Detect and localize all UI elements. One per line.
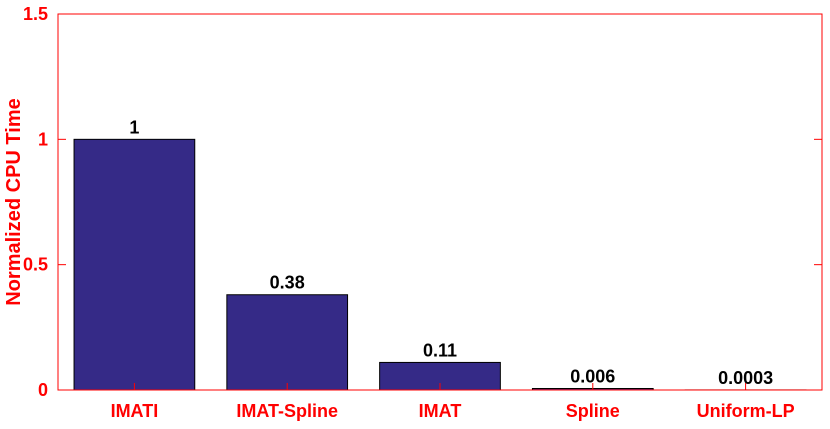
bar-imat-spline [226, 294, 349, 391]
y-tick-label: 0 [38, 380, 48, 400]
y-axis-ticks: 0 0.5 1 1.5 [23, 4, 822, 400]
x-tick-label-imat-spline: IMAT-Spline [236, 401, 338, 421]
x-tick-label-spline: Spline [566, 401, 620, 421]
data-label-spline: 0.006 [570, 366, 615, 386]
y-axis-label: Normalized CPU Time [3, 98, 25, 305]
y-tick-label: 1.5 [23, 4, 48, 24]
data-labels-group: 1 0.38 0.11 0.006 0.0003 [129, 117, 773, 388]
data-label-imat: 0.11 [423, 340, 457, 360]
y-tick-label: 1 [38, 129, 48, 149]
y-tick-label: 0.5 [23, 255, 48, 275]
data-label-uniform-lp: 0.0003 [718, 368, 773, 388]
data-label-imat-spline: 0.38 [270, 273, 305, 293]
x-axis-ticks: IMATI IMAT-Spline IMAT Spline Uniform-LP [111, 383, 795, 421]
data-label-imati: 1 [129, 117, 139, 137]
bar-imati [73, 138, 196, 391]
x-tick-label-imati: IMATI [111, 401, 159, 421]
x-tick-label-uniform-lp: Uniform-LP [697, 401, 795, 421]
bars-group [73, 138, 807, 391]
x-tick-label-imat: IMAT [419, 401, 462, 421]
